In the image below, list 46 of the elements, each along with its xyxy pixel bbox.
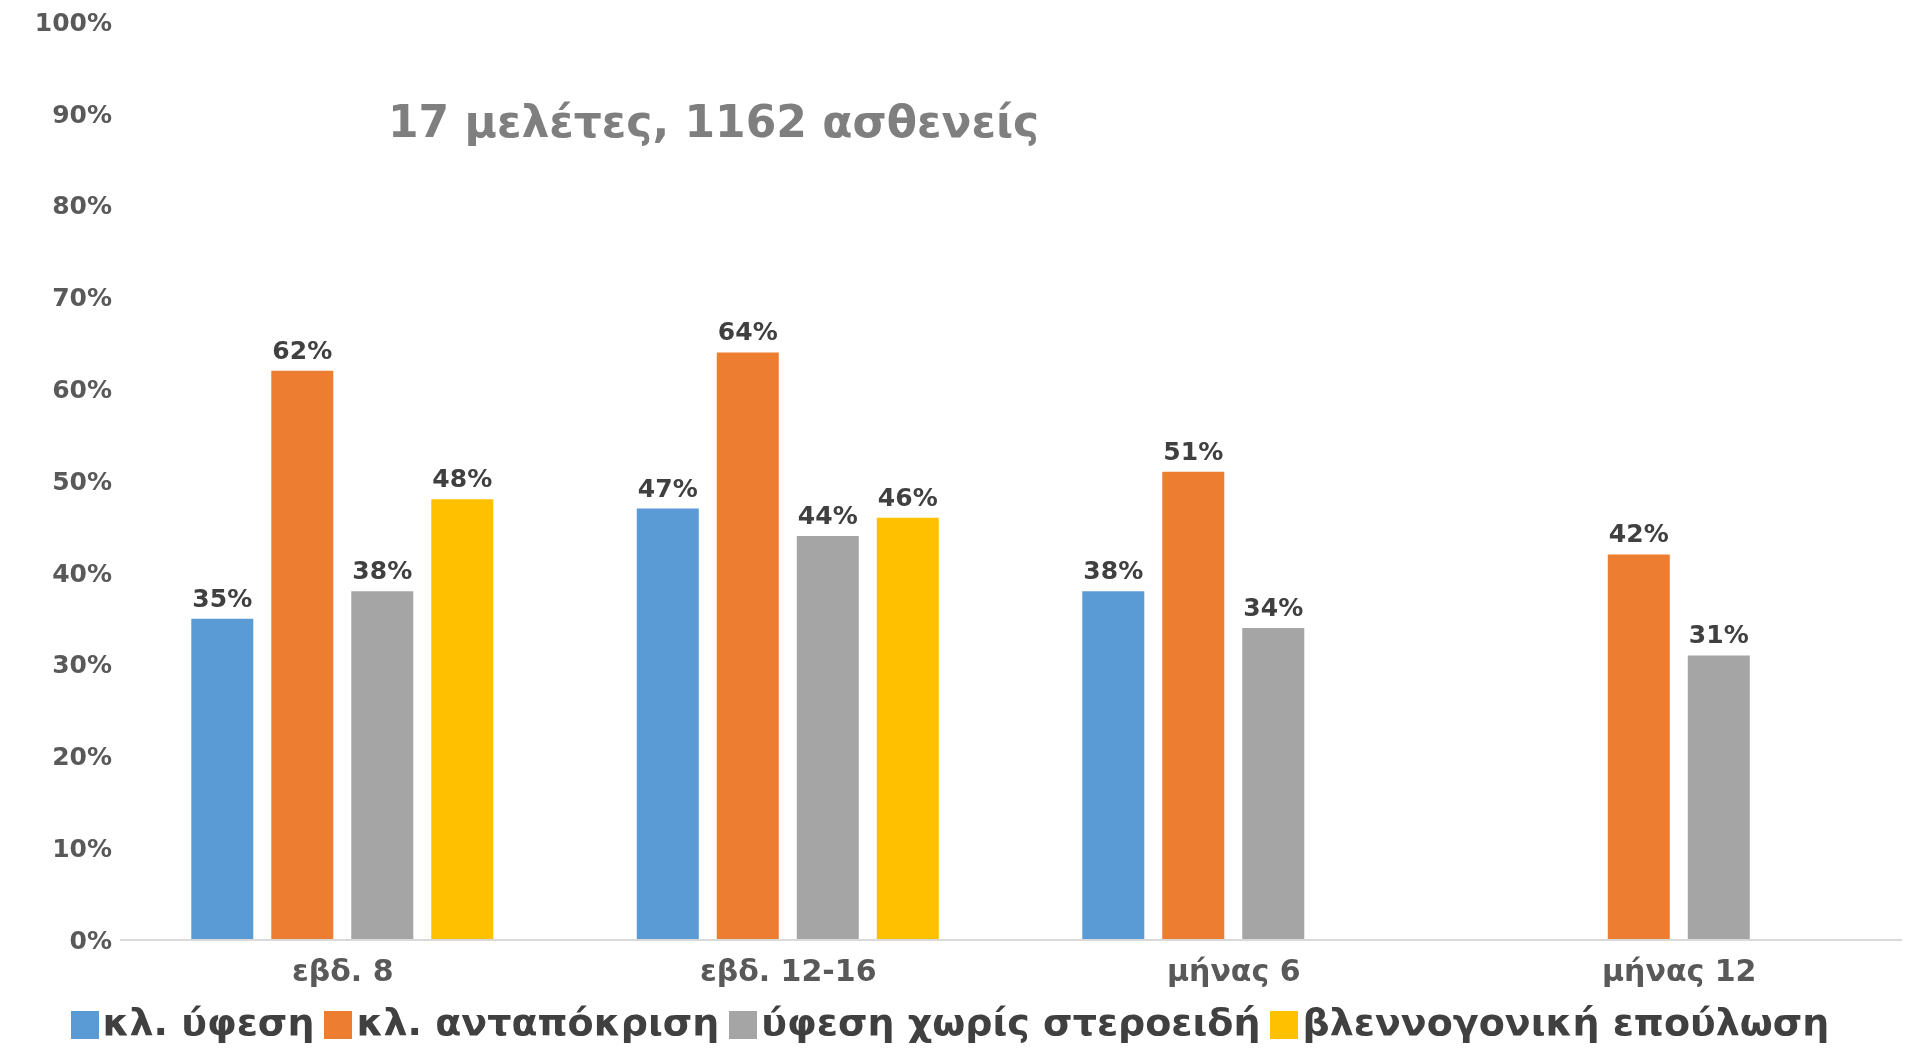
bar xyxy=(1162,471,1225,940)
data-label: 38% xyxy=(1083,556,1144,586)
bar xyxy=(636,508,699,940)
bar xyxy=(351,591,414,940)
y-tick-label: 70% xyxy=(52,283,112,313)
data-label: 35% xyxy=(192,583,253,613)
data-label: 34% xyxy=(1243,592,1304,622)
bar xyxy=(1687,655,1750,940)
bar xyxy=(716,352,779,940)
x-tick-label: εβδ. 12-16 xyxy=(699,953,877,989)
bar xyxy=(1607,554,1670,940)
y-tick-label: 50% xyxy=(52,466,112,496)
y-tick-label: 40% xyxy=(52,558,112,588)
y-tick-label: 30% xyxy=(52,650,112,680)
legend-label: βλεννογονική επούλωση xyxy=(1302,1000,1830,1044)
y-tick-label: 90% xyxy=(52,99,112,129)
data-label: 48% xyxy=(432,464,493,494)
bar xyxy=(1082,591,1145,940)
y-tick-label: 60% xyxy=(52,375,112,405)
y-tick-label: 10% xyxy=(52,834,112,864)
x-tick-label: μήνας 6 xyxy=(1166,953,1301,989)
text: 17 μελέτες, 1162 ασθενείς xyxy=(388,96,1040,147)
data-label: 38% xyxy=(352,556,413,586)
y-tick-label: 80% xyxy=(52,191,112,221)
legend-label: κλ. ύφεση xyxy=(102,1000,315,1044)
y-tick-label: 20% xyxy=(52,742,112,772)
x-tick-label: εβδ. 8 xyxy=(292,953,394,989)
bar xyxy=(191,618,254,940)
legend-label: ύφεση χωρίς στεροειδή xyxy=(761,1000,1261,1044)
y-tick-label: 100% xyxy=(34,7,112,37)
legend-label: κλ. ανταπόκριση xyxy=(356,1000,720,1044)
data-label: 47% xyxy=(637,473,698,503)
data-label: 42% xyxy=(1608,519,1669,549)
bar xyxy=(796,536,859,940)
data-label: 31% xyxy=(1688,620,1749,650)
bar xyxy=(271,370,334,940)
data-label: 51% xyxy=(1163,436,1224,466)
y-tick-label: 0% xyxy=(69,925,112,955)
data-label: 64% xyxy=(717,317,778,347)
x-tick-label: μήνας 12 xyxy=(1602,953,1757,989)
bar xyxy=(876,517,939,940)
data-label: 46% xyxy=(877,482,938,512)
data-label: 62% xyxy=(272,335,333,365)
bar xyxy=(1242,627,1305,940)
data-label: 44% xyxy=(797,501,858,531)
bar xyxy=(431,499,494,940)
